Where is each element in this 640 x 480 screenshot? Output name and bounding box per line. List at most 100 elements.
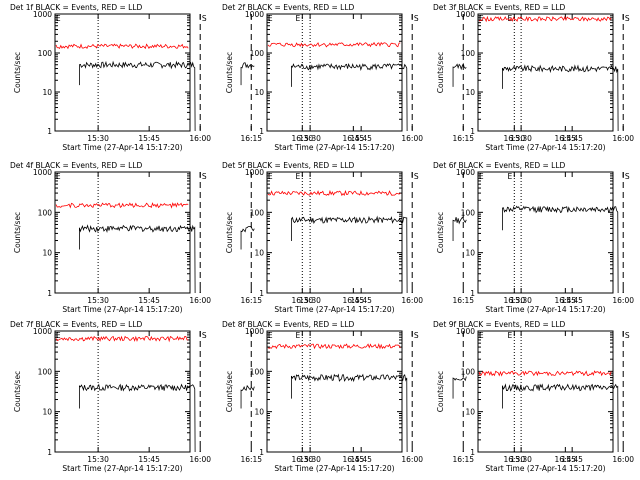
events-series-line xyxy=(452,216,467,241)
x-tick-label: 16:30 xyxy=(503,296,525,305)
plot-frame xyxy=(477,171,614,294)
plot-frame xyxy=(54,171,191,294)
panel-title: Det 9f BLACK = Events, RED = LLD xyxy=(433,320,566,329)
events-series-line xyxy=(79,224,196,294)
plot-frame xyxy=(266,171,403,294)
lld-series-line xyxy=(267,41,401,48)
panel-det-8f: Det 8f BLACK = Events, RED = LLD 1 10 100 10… xyxy=(222,320,576,473)
y-tick-label: 100 xyxy=(250,367,265,376)
interval-marker-letter: E xyxy=(507,14,512,23)
events-series-line xyxy=(502,64,619,132)
y-axis-label: Counts/sec xyxy=(13,212,22,253)
panel-title: Det 4f BLACK = Events, RED = LLD xyxy=(10,161,143,170)
y-tick-label: 10 xyxy=(42,88,52,97)
interval-marker-letter: S xyxy=(625,331,630,340)
x-tick-label: 16:15 xyxy=(452,455,474,464)
x-axis-label: Start Time (27-Apr-14 15:17:20) xyxy=(62,305,182,314)
x-tick-label: 16:45 xyxy=(555,455,577,464)
y-tick-label: 100 xyxy=(38,208,53,217)
events-series-line xyxy=(291,215,408,294)
y-tick-label: 1000 xyxy=(245,327,264,336)
x-axis-label: Start Time (27-Apr-14 15:17:20) xyxy=(274,143,394,152)
x-axis-label: Start Time (27-Apr-14 15:17:20) xyxy=(62,143,182,152)
lld-series-line xyxy=(55,43,189,50)
y-tick-label: 10 xyxy=(254,88,264,97)
interval-marker-letter: S xyxy=(202,331,207,340)
y-tick-label: 1000 xyxy=(245,10,264,19)
x-tick-label: 16:00 xyxy=(401,296,423,305)
y-tick-label: 1000 xyxy=(456,327,475,336)
x-tick-label: 16:00 xyxy=(189,134,211,143)
x-tick-label: 15:30 xyxy=(87,455,109,464)
x-tick-label: 16:00 xyxy=(189,296,211,305)
panel-title: Det 6f BLACK = Events, RED = LLD xyxy=(433,161,566,170)
interval-marker-letter: S xyxy=(625,14,630,23)
x-tick-label: 15:45 xyxy=(350,455,372,464)
x-tick-label: 16:00 xyxy=(401,455,423,464)
y-tick-label: 10 xyxy=(465,249,475,258)
panel-title: Det 2f BLACK = Events, RED = LLD xyxy=(222,3,355,12)
x-axis-label: Start Time (27-Apr-14 15:17:20) xyxy=(274,305,394,314)
y-tick-label: 1000 xyxy=(33,10,52,19)
y-tick-label: 1 xyxy=(259,448,264,457)
interval-marker-letter: S xyxy=(625,172,630,181)
y-axis-label: Counts/sec xyxy=(13,371,22,412)
panel-det-1f: Det 1f BLACK = Events, RED = LLD 1 10 100 10… xyxy=(10,3,364,152)
y-tick-label: 10 xyxy=(465,88,475,97)
plot-frame xyxy=(266,13,403,132)
panel-det-7f: Det 7f BLACK = Events, RED = LLD 1 10 100 10… xyxy=(10,320,364,473)
x-tick-label: 16:30 xyxy=(291,455,313,464)
y-tick-label: 10 xyxy=(254,408,264,417)
panel-det-3f: Det 3f BLACK = Events, RED = LLD 1 10 100 10… xyxy=(433,3,634,152)
y-tick-label: 1 xyxy=(259,289,264,298)
x-axis-label: Start Time (27-Apr-14 15:17:20) xyxy=(274,464,394,473)
plot-frame xyxy=(54,330,191,453)
x-tick-label: 15:45 xyxy=(138,134,160,143)
y-tick-label: 1 xyxy=(470,448,475,457)
x-tick-label: 16:00 xyxy=(401,134,423,143)
events-series-line xyxy=(240,384,255,409)
y-tick-label: 100 xyxy=(250,208,265,217)
plot-frame xyxy=(477,330,614,453)
y-tick-label: 100 xyxy=(38,49,53,58)
interval-marker-letter: E xyxy=(507,172,512,181)
panel-det-5f: Det 5f BLACK = Events, RED = LLD 1 10 100 10… xyxy=(222,161,576,314)
x-tick-label: 15:45 xyxy=(561,455,583,464)
lld-series-line xyxy=(55,335,189,343)
lld-series-line xyxy=(267,189,401,197)
plot-frame xyxy=(54,13,191,132)
y-axis-label: Counts/sec xyxy=(225,212,234,253)
interval-marker-letter: E xyxy=(56,331,61,340)
x-tick-label: 16:30 xyxy=(291,296,313,305)
y-tick-label: 100 xyxy=(461,49,476,58)
y-axis-label: Counts/sec xyxy=(436,371,445,412)
lld-series-line xyxy=(55,202,189,209)
x-axis-label: Start Time (27-Apr-14 15:17:20) xyxy=(62,464,182,473)
lld-series-line xyxy=(267,342,401,350)
x-tick-label: 15:45 xyxy=(138,296,160,305)
x-tick-label: 15:30 xyxy=(510,455,532,464)
panel-title: Det 8f BLACK = Events, RED = LLD xyxy=(222,320,355,329)
x-tick-label: 15:30 xyxy=(299,455,321,464)
y-tick-label: 1 xyxy=(47,289,52,298)
y-tick-label: 1000 xyxy=(456,10,475,19)
interval-marker-letter: S xyxy=(414,172,419,181)
panel-title: Det 1f BLACK = Events, RED = LLD xyxy=(10,3,143,12)
x-tick-label: 16:45 xyxy=(343,296,365,305)
x-tick-label: 16:00 xyxy=(612,296,634,305)
interval-marker-letter: E xyxy=(56,14,61,23)
interval-marker-letter: S xyxy=(414,14,419,23)
y-axis-label: Counts/sec xyxy=(13,52,22,93)
x-tick-label: 15:45 xyxy=(350,296,372,305)
interval-marker-letter: S xyxy=(414,331,419,340)
panel-det-6f: Det 6f BLACK = Events, RED = LLD 1 10 100 10… xyxy=(433,161,634,314)
y-tick-label: 1000 xyxy=(33,168,52,177)
x-axis-label: Start Time (27-Apr-14 15:17:20) xyxy=(485,143,605,152)
y-axis-label: Counts/sec xyxy=(225,371,234,412)
y-tick-label: 1 xyxy=(47,448,52,457)
y-tick-label: 10 xyxy=(254,249,264,258)
events-series-line xyxy=(291,373,408,453)
events-series-line xyxy=(79,60,196,132)
y-tick-label: 1 xyxy=(47,127,52,136)
